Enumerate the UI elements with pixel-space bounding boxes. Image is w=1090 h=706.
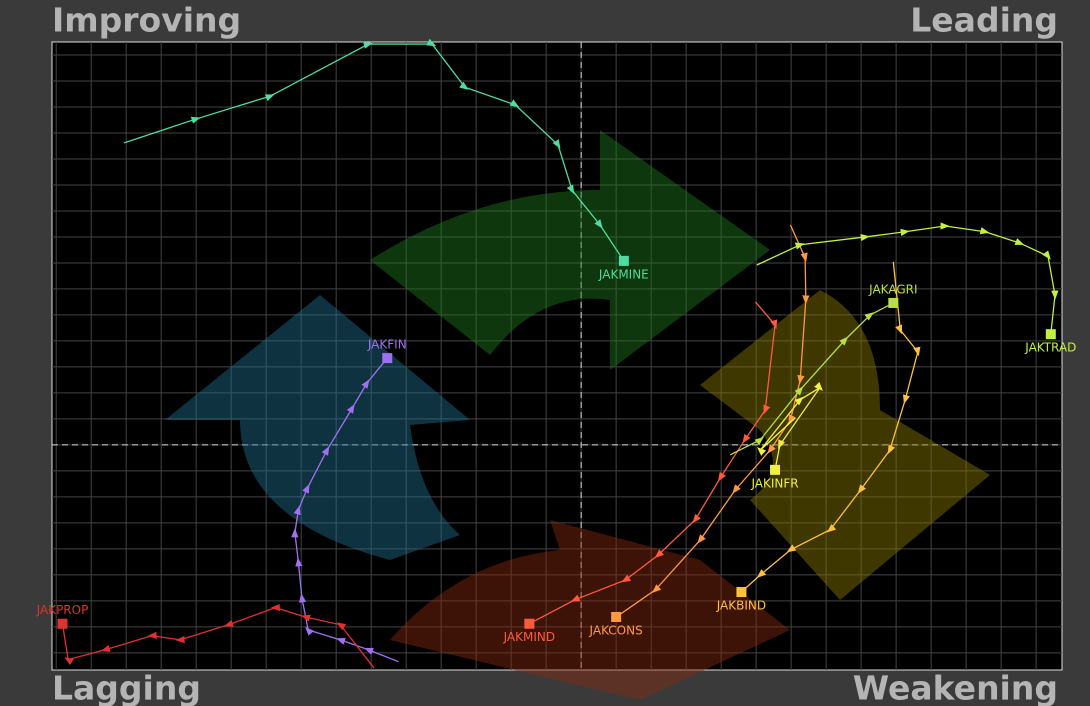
end-point bbox=[57, 618, 68, 629]
trail bbox=[756, 222, 1059, 335]
end-point bbox=[618, 255, 629, 266]
trail bbox=[740, 261, 921, 593]
trail bbox=[61, 603, 375, 669]
quadrant-label: Improving bbox=[52, 1, 241, 40]
series-label: JAKFIN bbox=[367, 338, 407, 352]
trail bbox=[756, 381, 823, 470]
series-label: JAKCONS bbox=[589, 623, 643, 637]
end-point bbox=[736, 587, 747, 598]
series-label: JAKINFR bbox=[750, 476, 798, 490]
series-label: JAKMIND bbox=[503, 630, 556, 644]
end-point bbox=[770, 464, 781, 475]
series-label: JAKPROP bbox=[36, 603, 89, 617]
trail bbox=[123, 38, 625, 262]
trail bbox=[729, 302, 894, 456]
series-label: JAKMINE bbox=[598, 267, 649, 281]
quadrant-label: Leading bbox=[910, 1, 1058, 40]
quadrant-label: Weakening bbox=[853, 669, 1058, 706]
end-point bbox=[524, 618, 535, 629]
quadrant-label: Lagging bbox=[52, 669, 201, 706]
end-point bbox=[382, 353, 393, 364]
end-point bbox=[611, 611, 622, 622]
series-label: JAKBIND bbox=[716, 599, 766, 613]
end-point bbox=[888, 297, 899, 308]
series-label: JAKAGRI bbox=[868, 282, 917, 296]
series-label: JAKTRAD bbox=[1024, 341, 1076, 355]
series-layer: JAKMINE JAKFIN JAKPROP JAKMIND JAKCONS JAKBIN… bbox=[36, 38, 1076, 669]
end-point bbox=[1045, 329, 1056, 340]
